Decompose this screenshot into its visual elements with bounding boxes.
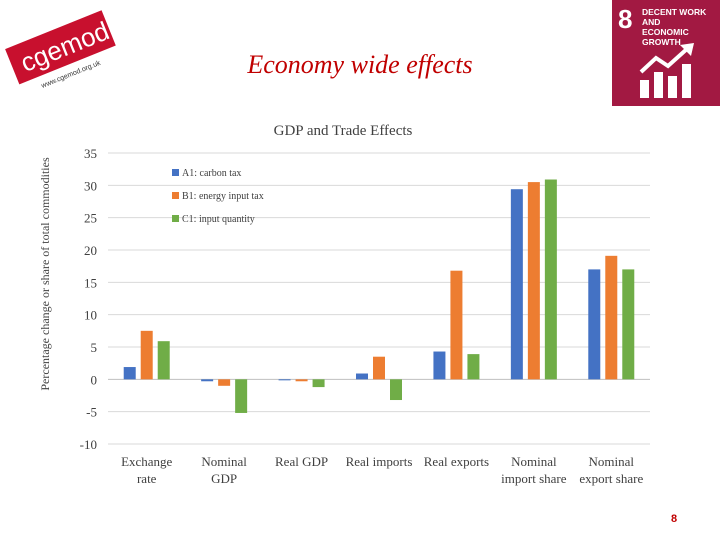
bar: [467, 354, 480, 380]
y-tick-label: 25: [84, 211, 97, 226]
bar: [157, 341, 170, 380]
y-tick-label: 30: [84, 178, 97, 193]
x-tick-label: Nominal import share: [501, 454, 567, 486]
y-tick-label: -10: [80, 437, 97, 452]
x-tick-label: Exchange rate: [121, 454, 172, 486]
bar: [201, 379, 214, 382]
bar: [123, 367, 136, 380]
x-tick-label: Real exports: [424, 454, 489, 469]
page-number: 8: [670, 513, 678, 525]
legend-swatch: [172, 192, 179, 199]
bar: [510, 189, 523, 380]
bar: [390, 379, 402, 401]
chart-title: GDP and Trade Effects: [274, 123, 413, 139]
bar: [450, 270, 463, 380]
legend-label: C1: input quantity: [182, 214, 255, 225]
growth-chart-icon: [639, 43, 694, 98]
x-tick-label: Nominal GDP: [201, 454, 247, 486]
bar: [527, 182, 540, 380]
legend-label: A1: carbon tax: [182, 168, 241, 179]
page-title-text: Economy wide effects: [247, 50, 473, 79]
bar: [218, 379, 231, 386]
bar: [140, 330, 153, 380]
y-axis-label: Percentage change or share of total comm…: [38, 157, 52, 391]
bar: [295, 379, 308, 382]
sdg-label: DECENT WORK AND ECONOMIC GROWTH: [642, 7, 718, 47]
bar: [278, 379, 291, 381]
bar: [588, 269, 601, 380]
legend-swatch: [172, 169, 179, 176]
bar: [544, 179, 557, 380]
bar: [622, 269, 635, 380]
legend-swatch: [172, 215, 179, 222]
bar: [312, 379, 325, 388]
x-tick-label: Real imports: [346, 454, 413, 469]
y-tick-label: 0: [91, 372, 98, 387]
bar: [235, 379, 248, 413]
x-tick-label: Nominal export share: [579, 454, 643, 486]
bar: [373, 356, 385, 380]
y-tick-label: 35: [84, 146, 97, 161]
sdg-label-line1: DECENT WORK AND: [642, 7, 707, 27]
y-tick-label: 10: [84, 308, 97, 323]
cgemod-logo: cgemod www.cgemod.org.uk: [5, 10, 116, 90]
page-title: Economy wide effects: [0, 50, 720, 80]
sdg-label-line2: ECONOMIC GROWTH: [642, 27, 689, 47]
y-tick-label: 20: [84, 243, 97, 258]
x-tick-label: Real GDP: [275, 454, 328, 469]
bar: [433, 351, 446, 380]
logo-banner: [5, 10, 116, 85]
sdg-number: 8: [618, 4, 633, 34]
y-tick-label: -5: [86, 405, 97, 420]
y-tick-label: 15: [84, 275, 97, 290]
legend-label: B1: energy input tax: [182, 191, 264, 202]
sdg-8-badge: 8 DECENT WORK AND ECONOMIC GROWTH: [612, 0, 720, 106]
bar: [605, 255, 618, 380]
y-tick-label: 5: [91, 340, 98, 355]
bar: [356, 373, 368, 380]
